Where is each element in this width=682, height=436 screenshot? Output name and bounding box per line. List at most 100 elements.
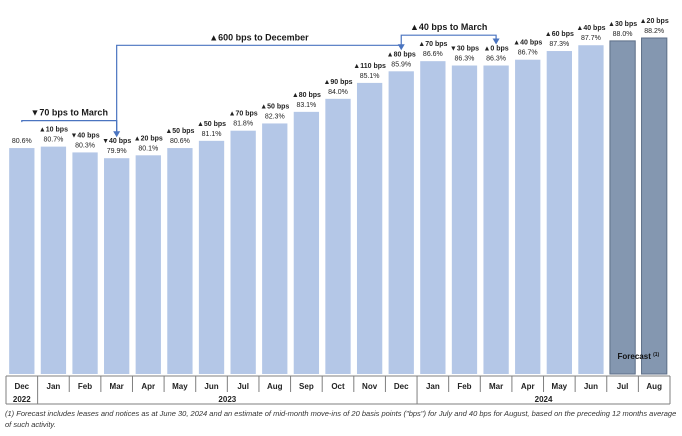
change-label: ▲80 bps bbox=[292, 92, 321, 99]
x-axis: Dec Jan Feb Mar Apr May Jun Jul Aug Sep Oct Nov Dec J… bbox=[5, 375, 671, 405]
bar-labels: 80.6% ▲10 bps 80.7% ▼40 bps 80.3% ▼40 bps 79.9… bbox=[12, 18, 669, 361]
month-label: Apr bbox=[521, 382, 535, 391]
annotation-arrowhead bbox=[492, 38, 500, 45]
change-label: ▲40 bps bbox=[513, 40, 542, 47]
change-label: ▲70 bps bbox=[229, 111, 258, 118]
bar-dec-0 bbox=[9, 148, 35, 374]
annotation-arrow-line bbox=[21, 120, 118, 133]
month-label: Apr bbox=[141, 382, 155, 391]
annotation-arrowhead bbox=[397, 44, 405, 51]
value-label: 81.8% bbox=[233, 121, 253, 128]
value-label: 86.3% bbox=[486, 56, 506, 63]
bar-apr-4 bbox=[135, 155, 161, 374]
occupancy-bar-chart: ▼70 bps to March ▲600 bps to December ▲40 … bbox=[5, 18, 671, 405]
value-label: 85.1% bbox=[360, 73, 380, 80]
change-label: ▲20 bps bbox=[134, 135, 163, 142]
month-label: Sep bbox=[299, 382, 314, 391]
bar-feb-14 bbox=[451, 65, 478, 375]
annotation-label: ▲40 bps to March bbox=[410, 22, 487, 32]
change-label: ▲80 bps bbox=[387, 51, 416, 58]
bar-sep-9 bbox=[293, 111, 320, 375]
annotation-label: ▲600 bps to December bbox=[209, 32, 309, 42]
year-label: 2024 bbox=[535, 395, 553, 404]
change-label: ▲90 bps bbox=[323, 79, 352, 86]
bar-mar-3 bbox=[104, 158, 130, 374]
change-label: ▲60 bps bbox=[545, 31, 574, 38]
change-label: ▲30 bps bbox=[608, 21, 637, 28]
change-label: ▲50 bps bbox=[197, 121, 226, 128]
month-label: May bbox=[552, 382, 568, 391]
month-label: Mar bbox=[110, 382, 124, 391]
bar-jun-18 bbox=[578, 45, 604, 375]
value-label: 80.6% bbox=[12, 138, 32, 145]
annotation-arrowhead bbox=[113, 131, 121, 138]
bar-jul-19 bbox=[609, 40, 636, 375]
value-label: 80.1% bbox=[138, 145, 158, 152]
annotation-label: ▼70 bps to March bbox=[31, 108, 108, 118]
change-label: ▲70 bps bbox=[418, 41, 447, 48]
value-label: 87.3% bbox=[549, 41, 569, 48]
value-label: 85.9% bbox=[391, 61, 411, 68]
value-label: 87.7% bbox=[581, 35, 601, 42]
change-label: ▼40 bps bbox=[70, 132, 99, 139]
value-label: 83.1% bbox=[296, 102, 316, 109]
month-label: Feb bbox=[457, 382, 471, 391]
month-label: Jan bbox=[426, 382, 440, 391]
month-label: Aug bbox=[267, 382, 283, 391]
value-label: 80.6% bbox=[170, 138, 190, 145]
month-label: Mar bbox=[489, 382, 503, 391]
value-label: 80.3% bbox=[75, 142, 95, 149]
bar-may-17 bbox=[546, 51, 572, 374]
annotation-arrows: ▼70 bps to March ▲600 bps to December ▲40 … bbox=[21, 22, 500, 138]
change-label: ▼40 bps bbox=[102, 138, 131, 145]
change-label: ▲50 bps bbox=[165, 128, 194, 135]
bar-mar-15 bbox=[483, 65, 509, 375]
change-label: ▲10 bps bbox=[39, 127, 68, 134]
month-label: May bbox=[172, 382, 188, 391]
month-label: Jan bbox=[47, 382, 61, 391]
bar-nov-11 bbox=[356, 82, 383, 375]
value-label: 88.0% bbox=[613, 31, 633, 38]
bar-may-5 bbox=[167, 148, 193, 374]
year-label: 2023 bbox=[218, 395, 236, 404]
bar-aug-8 bbox=[262, 123, 288, 374]
bar-feb-2 bbox=[72, 152, 98, 374]
month-label: Jul bbox=[617, 382, 629, 391]
bar-apr-16 bbox=[515, 59, 541, 374]
month-label: Dec bbox=[14, 382, 29, 391]
bar-aug-20 bbox=[641, 37, 668, 375]
value-label: 86.7% bbox=[518, 50, 538, 57]
month-label: Nov bbox=[362, 382, 378, 391]
month-label: Jun bbox=[204, 382, 218, 391]
bar-dec-12 bbox=[388, 71, 414, 374]
annotation-arrow-line bbox=[116, 44, 402, 133]
value-label: 86.6% bbox=[423, 51, 443, 58]
value-label: 81.1% bbox=[202, 131, 222, 138]
value-label: 88.2% bbox=[644, 28, 664, 35]
month-label: Jul bbox=[237, 382, 249, 391]
bar-jul-7 bbox=[230, 130, 256, 374]
change-label: ▲0 bps bbox=[483, 46, 508, 53]
month-label: Jun bbox=[584, 382, 598, 391]
value-label: 82.3% bbox=[265, 113, 285, 120]
bars bbox=[9, 37, 668, 375]
change-label: ▲40 bps bbox=[576, 25, 605, 32]
month-label: Feb bbox=[78, 382, 92, 391]
change-label: ▲50 bps bbox=[260, 103, 289, 110]
annotation-arrow-line bbox=[400, 34, 497, 46]
value-label: 86.3% bbox=[455, 56, 475, 63]
change-label: ▼30 bps bbox=[450, 46, 479, 53]
bar-jun-6 bbox=[198, 140, 225, 374]
month-label: Dec bbox=[394, 382, 409, 391]
value-label: 79.9% bbox=[107, 148, 127, 155]
bar-oct-10 bbox=[325, 98, 351, 374]
bar-jan-1 bbox=[40, 146, 67, 374]
forecast-label: Forecast (1) bbox=[618, 352, 660, 361]
change-label: ▲20 bps bbox=[640, 18, 669, 25]
year-label: 2022 bbox=[13, 395, 31, 404]
bar-jan-13 bbox=[420, 61, 446, 375]
month-label: Aug bbox=[646, 382, 662, 391]
month-label: Oct bbox=[331, 382, 345, 391]
change-label: ▲110 bps bbox=[353, 63, 386, 70]
value-label: 80.7% bbox=[43, 137, 63, 144]
